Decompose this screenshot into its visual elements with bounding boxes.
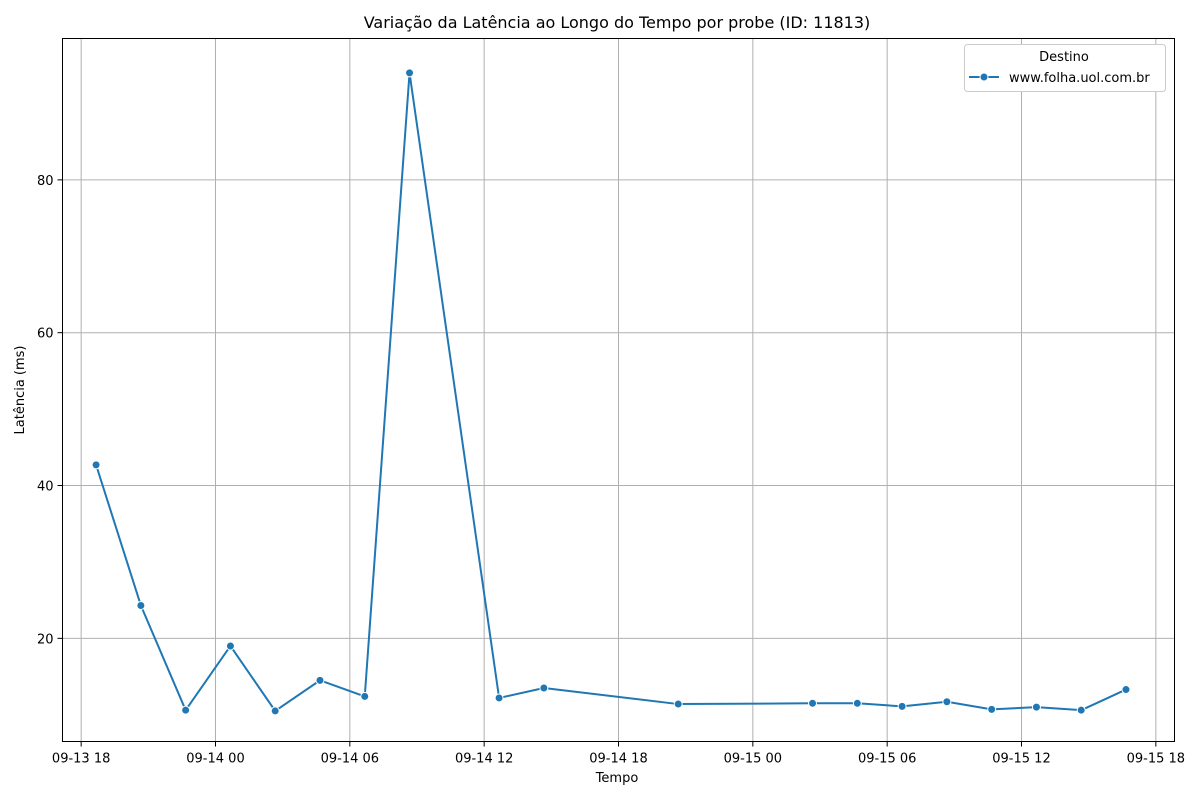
data-point <box>405 68 415 78</box>
data-point <box>942 697 952 707</box>
data-point <box>494 693 504 703</box>
x-tick-label: 09-15 00 <box>724 752 782 767</box>
x-tick-label: 09-13 18 <box>52 752 110 767</box>
data-point <box>270 706 280 716</box>
x-tick-label: 09-15 06 <box>858 752 916 767</box>
data-point <box>897 701 907 711</box>
data-point <box>539 683 549 693</box>
x-tick-label: 09-14 12 <box>455 752 513 767</box>
x-tick-label: 09-15 12 <box>992 752 1050 767</box>
y-tick-label: 20 <box>37 632 54 647</box>
y-tick-label: 60 <box>37 327 54 342</box>
x-axis-label: Tempo <box>595 771 639 786</box>
legend-series-marker <box>979 72 989 82</box>
y-tick-label: 80 <box>37 174 54 189</box>
data-point <box>181 705 191 715</box>
x-tick-label: 09-14 06 <box>321 752 379 767</box>
data-point <box>808 698 818 708</box>
x-tick-label: 09-14 00 <box>186 752 244 767</box>
x-tick-label: 09-14 18 <box>589 752 647 767</box>
data-point <box>1121 685 1131 695</box>
legend-box <box>964 44 1166 92</box>
data-point <box>1031 702 1041 712</box>
data-point <box>673 699 683 709</box>
chart-title: Variação da Latência ao Longo do Tempo p… <box>364 13 871 32</box>
data-point <box>225 641 235 651</box>
data-point <box>136 600 146 610</box>
data-point <box>852 698 862 708</box>
tick-layer: 09-13 18 09-14 00 09-14 06 09-14 12 09-14 18… <box>37 174 1185 767</box>
data-point <box>1076 705 1086 715</box>
legend-series-label: www.folha.uol.com.br <box>1009 71 1150 86</box>
data-point <box>315 675 325 685</box>
legend: Destino www.folha.uol.com.br <box>964 44 1166 92</box>
y-axis-label: Latência (ms) <box>13 346 28 435</box>
data-point <box>91 460 101 470</box>
y-tick-label: 40 <box>37 480 54 495</box>
grid-layer <box>62 38 1175 742</box>
data-point <box>360 691 370 701</box>
legend-title: Destino <box>1039 50 1089 65</box>
series-line <box>95 71 1127 712</box>
plot-area-frame <box>62 38 1175 742</box>
data-point <box>987 704 997 714</box>
x-tick-label: 09-15 18 <box>1127 752 1185 767</box>
series-layer <box>91 68 1131 716</box>
